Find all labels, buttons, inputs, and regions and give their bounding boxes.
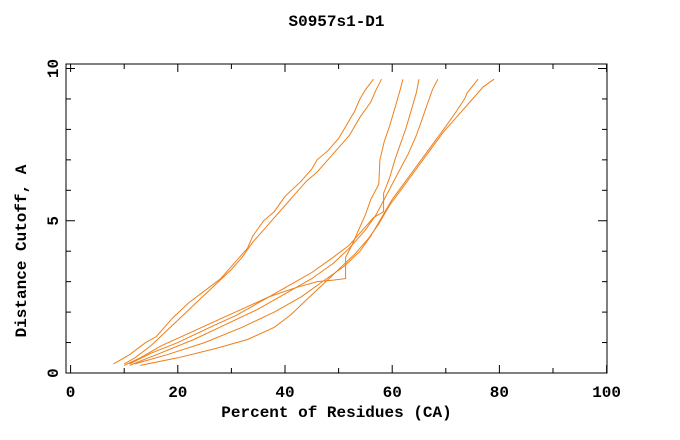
y-tick-label: 10 bbox=[45, 59, 63, 78]
axis-ticks bbox=[66, 64, 608, 374]
curve-model-3 bbox=[123, 79, 404, 366]
x-tick-label: 40 bbox=[275, 384, 294, 402]
y-tick-label: 0 bbox=[45, 368, 63, 378]
plot-frame bbox=[65, 63, 608, 374]
axis-tick-labels: 0 20 40 60 80 100 0 5 10 bbox=[45, 59, 621, 402]
x-tick-label: 80 bbox=[490, 384, 509, 402]
x-tick-label: 0 bbox=[66, 384, 76, 402]
chart-title: S0957s1-D1 bbox=[288, 13, 385, 31]
curve-model-1 bbox=[113, 78, 374, 365]
curve-model-7 bbox=[140, 78, 495, 366]
curve-model-6 bbox=[134, 78, 479, 365]
model-curves bbox=[113, 78, 495, 366]
x-axis-label: Percent of Residues (CA) bbox=[221, 404, 452, 422]
curve-model-2 bbox=[123, 78, 382, 365]
x-tick-label: 60 bbox=[383, 384, 402, 402]
x-tick-label: 20 bbox=[168, 384, 187, 402]
curve-model-5 bbox=[129, 78, 439, 366]
x-tick-label: 100 bbox=[592, 384, 621, 402]
y-tick-label: 5 bbox=[45, 216, 63, 226]
frame-border bbox=[65, 63, 608, 374]
curve-model-4 bbox=[129, 79, 420, 365]
